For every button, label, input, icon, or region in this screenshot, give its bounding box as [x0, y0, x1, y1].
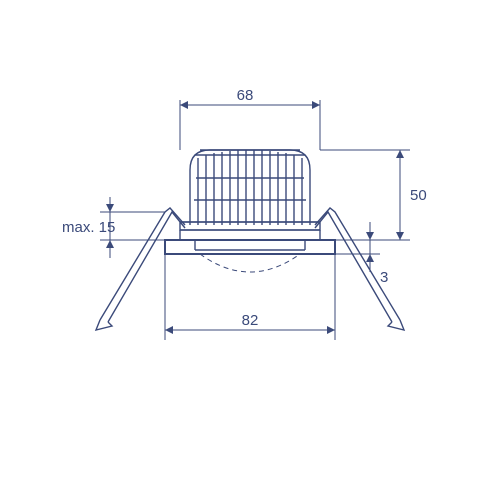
dim-label-50: 50	[410, 187, 427, 204]
mount-collar	[180, 222, 320, 230]
dim-label-3: 3	[380, 269, 388, 286]
lens-arc	[200, 254, 300, 272]
dim-right-3: 3	[335, 222, 388, 286]
dim-label-max15: max. 15	[62, 219, 115, 236]
spring-clip-right	[315, 208, 404, 330]
dim-bottom-82: 82	[165, 254, 335, 340]
dim-top-68: 68	[180, 87, 320, 150]
dim-label-68: 68	[237, 87, 254, 104]
dim-left-max15: max. 15	[62, 197, 165, 258]
bezel	[165, 230, 335, 254]
heatsink	[190, 150, 310, 225]
dim-label-82: 82	[242, 312, 259, 329]
technical-drawing: 68 50 3 max. 15 82	[0, 0, 500, 500]
